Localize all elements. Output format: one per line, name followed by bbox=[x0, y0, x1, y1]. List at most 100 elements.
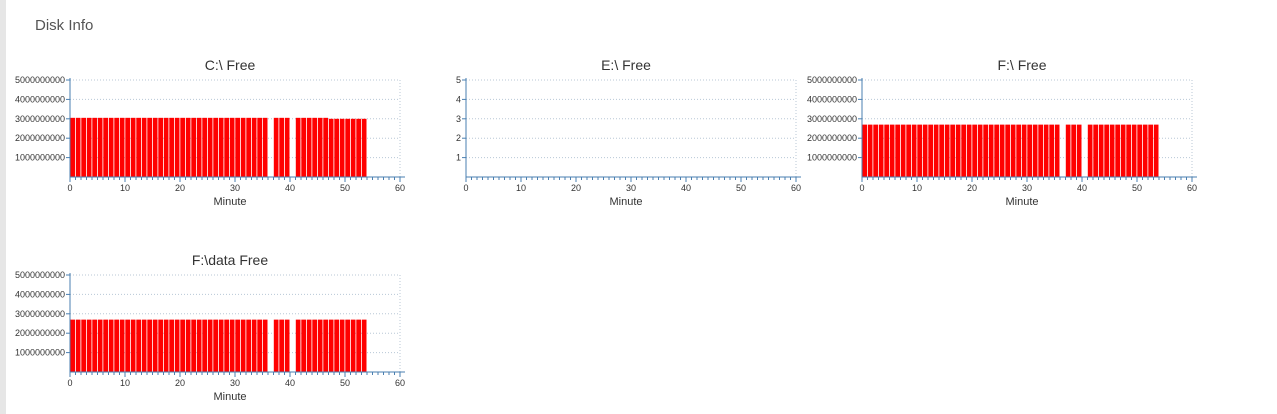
bar bbox=[955, 124, 961, 177]
bar bbox=[884, 124, 889, 177]
bar bbox=[350, 319, 356, 372]
bar bbox=[944, 124, 950, 177]
bar bbox=[1093, 124, 1098, 177]
bar bbox=[141, 319, 147, 372]
y-tick-label: 5000000000 bbox=[807, 75, 857, 85]
bar bbox=[158, 117, 163, 177]
bar bbox=[1005, 124, 1010, 177]
bar bbox=[218, 319, 224, 372]
x-tick-label: 40 bbox=[285, 378, 295, 388]
bar bbox=[977, 124, 983, 177]
bar bbox=[1043, 124, 1049, 177]
y-tick-label: 1000000000 bbox=[15, 348, 65, 358]
bar bbox=[1032, 124, 1038, 177]
x-tick-label: 50 bbox=[1132, 183, 1142, 193]
x-tick-label: 20 bbox=[571, 183, 581, 193]
bar bbox=[1148, 124, 1153, 177]
bar bbox=[196, 319, 202, 372]
bar bbox=[251, 117, 257, 177]
x-tick-label: 0 bbox=[67, 183, 72, 193]
bar bbox=[1010, 124, 1016, 177]
bar bbox=[994, 124, 999, 177]
bar bbox=[356, 319, 361, 372]
bar bbox=[1126, 124, 1131, 177]
bar bbox=[1016, 124, 1021, 177]
bar bbox=[279, 319, 284, 372]
y-tick-label: 2000000000 bbox=[15, 328, 65, 338]
bar bbox=[169, 319, 174, 372]
bar bbox=[240, 319, 246, 372]
x-tick-label: 20 bbox=[967, 183, 977, 193]
x-tick-label: 10 bbox=[516, 183, 526, 193]
bar bbox=[229, 117, 235, 177]
y-tick-label: 4000000000 bbox=[15, 289, 65, 299]
x-tick-label: 30 bbox=[230, 378, 240, 388]
bar bbox=[246, 319, 251, 372]
bar bbox=[317, 117, 323, 177]
bar bbox=[257, 117, 262, 177]
bar bbox=[1087, 124, 1093, 177]
bar bbox=[339, 118, 345, 177]
bar bbox=[356, 118, 361, 177]
bar bbox=[1131, 124, 1137, 177]
chart-c-free-svg: C:\ Free 1000000000 2000000000 3000000000 40… bbox=[15, 57, 405, 208]
bar bbox=[950, 124, 955, 177]
x-tick-label: 10 bbox=[912, 183, 922, 193]
bar bbox=[240, 117, 246, 177]
bar bbox=[103, 319, 108, 372]
x-axis-label: Minute bbox=[609, 196, 642, 208]
bar bbox=[97, 117, 103, 177]
bar bbox=[339, 319, 345, 372]
bar bbox=[873, 124, 878, 177]
x-axis-label: Minute bbox=[213, 196, 246, 208]
bar bbox=[147, 319, 152, 372]
bar bbox=[163, 117, 169, 177]
bar bbox=[169, 117, 174, 177]
bar bbox=[1049, 124, 1054, 177]
bar bbox=[1021, 124, 1027, 177]
chart-e-free: E:\ Free 1 2 3 4 5 0 10 20 30 40 50 60 Minute bbox=[406, 55, 801, 208]
x-tick-label: 40 bbox=[285, 183, 295, 193]
bar bbox=[207, 319, 213, 372]
bar bbox=[119, 319, 125, 372]
x-tick-label: 0 bbox=[67, 378, 72, 388]
bar bbox=[207, 117, 213, 177]
bar bbox=[97, 319, 103, 372]
bar bbox=[972, 124, 977, 177]
bar bbox=[328, 118, 334, 177]
y-tick-label: 3000000000 bbox=[807, 114, 857, 124]
x-tick-label: 20 bbox=[175, 183, 185, 193]
bar bbox=[114, 117, 119, 177]
bar bbox=[1038, 124, 1043, 177]
bar bbox=[224, 319, 229, 372]
y-tick-label: 4000000000 bbox=[807, 94, 857, 104]
bar bbox=[284, 319, 290, 372]
bar bbox=[152, 117, 158, 177]
bar bbox=[251, 319, 257, 372]
bar bbox=[301, 117, 306, 177]
y-tick-label: 3000000000 bbox=[15, 309, 65, 319]
bar bbox=[306, 319, 312, 372]
bar bbox=[895, 124, 900, 177]
bar bbox=[136, 117, 141, 177]
bar bbox=[191, 319, 196, 372]
bar bbox=[284, 117, 290, 177]
bar bbox=[301, 319, 306, 372]
bar bbox=[933, 124, 939, 177]
bar bbox=[246, 117, 251, 177]
bar bbox=[262, 319, 268, 372]
bar bbox=[999, 124, 1005, 177]
bar bbox=[180, 117, 185, 177]
y-tick-label: 3 bbox=[456, 114, 461, 124]
bar bbox=[312, 319, 317, 372]
bar bbox=[92, 117, 97, 177]
bar bbox=[1071, 124, 1076, 177]
bar bbox=[273, 117, 279, 177]
bar bbox=[361, 118, 367, 177]
x-tick-label: 60 bbox=[395, 378, 405, 388]
bar bbox=[273, 319, 279, 372]
bar bbox=[136, 319, 141, 372]
chart-title: E:\ Free bbox=[601, 57, 651, 73]
bar bbox=[295, 319, 301, 372]
